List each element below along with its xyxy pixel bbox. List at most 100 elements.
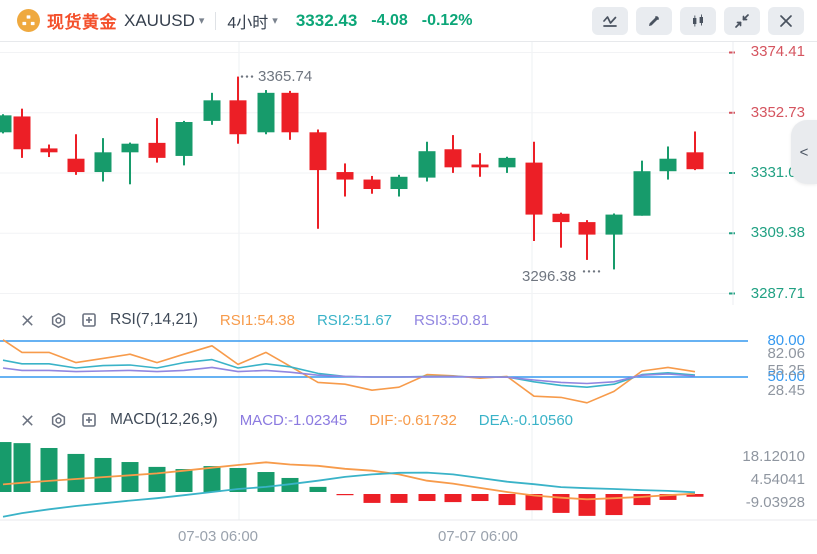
macd-close-icon[interactable] <box>17 410 37 430</box>
macd-value: MACD:-1.02345 <box>239 411 348 429</box>
rsi-line-rsi1 <box>2 339 696 404</box>
macd-bar <box>390 494 408 503</box>
candle-body <box>633 171 651 216</box>
dif-value: DIF:-0.61732 <box>369 411 457 429</box>
timeframe-dropdown-caret[interactable]: ▾ <box>272 15 278 27</box>
rsi-close-icon[interactable] <box>17 310 37 330</box>
rsi-panel-header: RSI(7,14,21) RSI1:54.38 RSI2:51.67 RSI3:… <box>0 305 747 335</box>
pencil-icon <box>649 15 659 26</box>
candle-body <box>444 149 462 168</box>
candlestick-icon <box>693 14 703 26</box>
candle-body <box>498 157 516 168</box>
macd-bar <box>309 486 327 492</box>
line-style-button[interactable] <box>592 6 628 35</box>
price-change: -4.08 <box>371 11 408 29</box>
macd-bar <box>578 494 596 516</box>
candle-body <box>363 179 381 190</box>
macd-bar <box>121 462 139 492</box>
candle-body <box>686 152 704 170</box>
brand-logo-icon <box>17 9 40 32</box>
timeframe-selector[interactable]: 4小时 <box>227 14 269 32</box>
candle-body <box>257 92 275 133</box>
candle-body <box>121 143 139 153</box>
divider <box>215 11 217 30</box>
macd-panel-header: MACD(12,26,9) MACD:-1.02345 DIF:-0.61732… <box>0 405 747 435</box>
rsi1-value: RSI1:54.38 <box>219 311 295 329</box>
macd-bar <box>175 469 193 492</box>
macd-settings-icon[interactable] <box>48 410 68 430</box>
rsi3-value: RSI3:50.81 <box>414 311 490 329</box>
macd-bar <box>40 447 58 492</box>
toolbar-buttons <box>592 6 817 35</box>
candle-body <box>67 158 85 173</box>
price-change-percent: -0.12% <box>421 11 473 29</box>
candle-body <box>40 148 58 153</box>
annotation-dots <box>245 75 249 78</box>
symbol-dropdown-caret[interactable]: ▾ <box>198 15 205 27</box>
candle-body <box>471 164 489 168</box>
candle-body <box>418 151 436 178</box>
close-button[interactable] <box>768 6 804 35</box>
chevron-left-icon: < <box>799 143 809 161</box>
candle-body <box>0 115 12 133</box>
instrument-name: 现货黄金 <box>47 13 117 32</box>
macd-bar <box>525 494 543 511</box>
macd-bar <box>498 494 516 506</box>
macd-bar <box>0 442 12 492</box>
candle-body <box>94 152 112 173</box>
candle-body <box>659 158 677 172</box>
candle-body <box>336 172 354 180</box>
macd-line-dif <box>2 461 696 501</box>
annotation-dots <box>592 270 596 273</box>
collapse-button[interactable] <box>724 6 760 35</box>
macd-bar <box>363 494 381 503</box>
candle-body <box>309 132 327 171</box>
candle-body <box>605 214 623 235</box>
collapse-arrows-icon <box>735 13 749 28</box>
macd-title: MACD(12,26,9) <box>110 411 218 428</box>
candle-body <box>390 176 408 190</box>
candle-body <box>13 116 31 150</box>
macd-bar <box>418 494 436 502</box>
candle-body <box>175 122 193 156</box>
rsi-line-rsi3 <box>2 366 696 385</box>
macd-bar <box>94 457 112 492</box>
candle-body <box>281 92 299 133</box>
macd-bar <box>444 494 462 503</box>
macd-bar <box>229 467 247 492</box>
candle-body <box>578 222 596 235</box>
candle-body <box>148 142 166 158</box>
close-icon <box>780 14 792 27</box>
macd-bar <box>257 472 275 492</box>
macd-bar <box>148 466 166 492</box>
annotation-dots <box>587 270 591 273</box>
annotation-dots <box>240 75 244 78</box>
macd-bar <box>633 494 651 506</box>
candle-body <box>229 100 247 135</box>
candle-type-button[interactable] <box>680 6 716 35</box>
rsi-add-icon[interactable] <box>79 310 99 330</box>
annotation-dots <box>250 75 254 78</box>
macd-bar <box>67 453 85 492</box>
rsi-title: RSI(7,14,21) <box>110 311 198 328</box>
candle-body <box>525 162 543 215</box>
symbol-label: XAUUSD <box>124 10 195 30</box>
macd-add-icon[interactable] <box>79 410 99 430</box>
macd-bar <box>686 494 704 497</box>
macd-bar <box>336 494 354 496</box>
draw-button[interactable] <box>636 6 672 35</box>
macd-bar <box>471 494 489 502</box>
axis-collapse-handle[interactable]: < <box>791 120 817 184</box>
macd-bar <box>203 466 221 492</box>
candle-body <box>203 100 221 121</box>
macd-line-dea <box>2 471 696 518</box>
line-chart-icon <box>603 15 617 27</box>
rsi-settings-icon[interactable] <box>48 310 68 330</box>
rsi2-value: RSI2:51.67 <box>316 311 393 329</box>
dea-value: DEA:-0.10560 <box>478 411 574 429</box>
candle-body <box>552 213 570 223</box>
annotation-dots <box>582 270 586 273</box>
macd-bar <box>659 494 677 500</box>
